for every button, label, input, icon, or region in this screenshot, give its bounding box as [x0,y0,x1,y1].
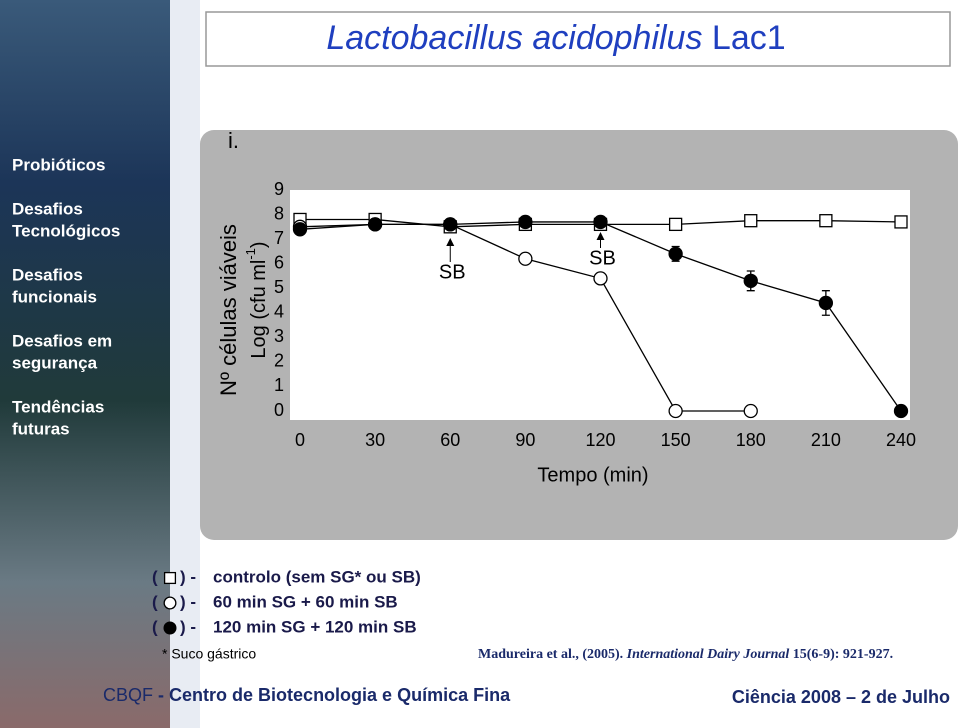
y-tick-label: 8 [274,203,284,223]
nav-item: Desafios em [12,331,112,350]
y-tick-label: 0 [274,400,284,420]
y-label-text: Log (cfu ml [248,260,270,359]
legend: ( ) - controlo (sem SG* ou SB) ( ) - 60 min S… [152,567,421,636]
citation-ref: 15(6-9): 921-927. [793,647,893,662]
legend-close: ) - [180,617,196,636]
annotation-arrowhead [446,238,455,246]
x-tick-label: 120 [585,430,615,450]
marker-filled-circle [743,273,758,289]
y-tick-label: 5 [274,277,284,297]
marker-square [163,571,177,585]
marker-filled-circle [367,217,383,232]
x-tick-label: 240 [886,430,916,450]
x-tick-label: 180 [736,430,766,450]
citation-journal: International Dairy Journal [626,647,790,662]
y-tick-label: 2 [274,351,284,371]
marker-filled-circle [818,295,834,311]
marker-square [894,215,908,229]
legend-close: ) - [180,567,196,586]
legend-label: 60 min SG + 60 min SB [213,592,398,611]
citation-authors: Madureira et al., (2005). [478,647,623,662]
footer-event: Ciência 2008 – 2 de Julho [732,687,950,707]
nav-item: funcionais [12,287,97,306]
marker-filled-circle [163,621,177,635]
sidebar [0,0,170,728]
nav-item: segurança [12,353,98,372]
nav-item: Desafios [12,199,83,218]
marker-filled-circle [593,214,608,230]
footnote: * Suco gástrico [162,646,256,662]
x-tick-label: 0 [295,430,305,450]
nav-item: Probióticos [12,155,106,174]
y-label-sup: -1 [243,248,258,260]
y-axis-label: Nº células viáveis [216,224,241,396]
panel-label: i. [228,128,239,153]
footer-org-short: CBQF [103,685,153,705]
y-axis-label-2: Log (cfu ml-1) [243,241,270,358]
marker-square [819,214,833,228]
title-italic: Lactobacillus acidophilus [326,19,702,57]
nav-item: futuras [12,419,70,438]
x-tick-label: 30 [365,430,385,450]
marker-open-circle [668,403,683,419]
y-tick-label: 9 [274,179,284,199]
footer-left: CBQF - Centro de Biotecnologia e Química… [103,685,511,705]
x-tick-label: 210 [811,430,841,450]
footer-org: Centro de Biotecnologia e Química Fina [169,685,511,705]
y-tick-label: 4 [274,302,284,322]
annotation-arrowhead [596,232,605,240]
annotation: SB [439,261,466,283]
title-box [205,11,951,67]
y-tick-label: 7 [274,228,284,248]
marker-open-circle [743,403,758,419]
marker-open-circle [163,596,177,610]
legend-close: ) - [180,592,196,611]
marker-filled-circle [518,214,533,230]
y-label-end: ) [248,241,270,248]
nav-item: Tecnológicos [12,221,120,240]
marker-filled-circle [443,217,458,232]
legend-label: controlo (sem SG* ou SB) [213,567,421,586]
marker-filled-circle [893,403,909,419]
marker-square [668,217,683,232]
slide-title: Lactobacillus acidophilus Lac1 [326,19,785,57]
legend-open: ( [152,592,158,611]
x-axis-label: Tempo (min) [537,464,648,486]
marker-square [744,214,758,228]
x-tick-label: 150 [661,430,691,450]
nav: Probióticos Desafios Tecnológicos Desafios f… [12,155,120,438]
legend-open: ( [152,617,158,636]
citation: Madureira et al., (2005). International … [478,647,893,662]
x-tick-label: 60 [440,430,460,450]
legend-label: 120 min SG + 120 min SB [213,617,417,636]
y-tick-label: 1 [274,375,284,395]
annotation: SB [589,247,616,269]
marker-filled-circle [668,246,683,261]
title-rest: Lac1 [712,19,786,57]
nav-item: Desafios [12,265,83,284]
footer-sep: - [158,685,164,705]
legend-open: ( [152,567,158,586]
y-tick-label: 6 [274,252,284,272]
marker-open-circle [593,271,608,286]
y-tick-label: 3 [274,326,284,346]
nav-item: Tendências [12,397,104,416]
marker-filled-circle [292,222,308,237]
marker-open-circle [518,251,533,266]
x-tick-label: 90 [515,430,535,450]
